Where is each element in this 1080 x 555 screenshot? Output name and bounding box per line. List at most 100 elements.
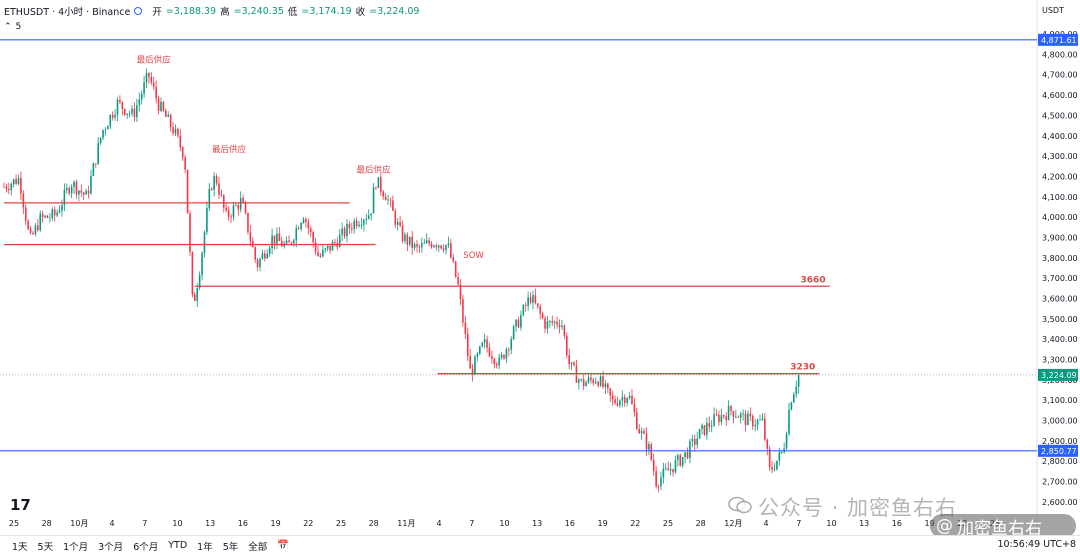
candle-body <box>12 179 15 185</box>
y-tick-label[interactable]: 4,500.00 <box>1042 111 1078 120</box>
candle-body <box>317 252 319 257</box>
candle-body <box>165 110 167 117</box>
wechat-icon <box>728 495 752 520</box>
candle-body <box>534 295 537 304</box>
candle-body <box>196 288 199 302</box>
y-tick-label[interactable]: 3,500.00 <box>1042 315 1078 324</box>
chart-header: ETHUSDT · 4小时 · Binance 开 =3,188.39 高 =3… <box>0 0 1040 22</box>
candle-body <box>126 113 128 115</box>
candle-body <box>495 363 498 366</box>
y-tick-label[interactable]: 4,300.00 <box>1042 152 1078 161</box>
y-tick-label[interactable]: 4,700.00 <box>1042 71 1078 80</box>
y-tick-label[interactable]: 4,000.00 <box>1042 213 1078 222</box>
y-tick-label[interactable]: 3,900.00 <box>1042 233 1078 242</box>
axis-currency[interactable]: USDT <box>1042 6 1064 15</box>
candle-body <box>273 235 276 244</box>
timeframe-1d[interactable]: 1天 <box>12 541 28 553</box>
candle-body <box>138 99 141 106</box>
candle-body <box>636 412 638 430</box>
x-tick-label: 22 <box>303 519 313 528</box>
candle-body <box>194 294 196 302</box>
candle-body <box>375 187 377 189</box>
candle-body <box>377 177 380 188</box>
high-label: 高 <box>220 7 230 18</box>
candle-body <box>691 438 694 442</box>
y-tick-label[interactable]: 3,800.00 <box>1042 254 1078 263</box>
y-tick-label[interactable]: 2,900.00 <box>1042 437 1078 446</box>
candle-body <box>143 82 145 94</box>
candle-body <box>56 212 58 216</box>
y-tick-label[interactable]: 2,600.00 <box>1042 498 1078 507</box>
tradingview-logo: 17 <box>10 496 31 514</box>
candle-body <box>715 414 718 416</box>
x-tick-label: 16 <box>565 519 575 528</box>
candle-body <box>457 276 459 285</box>
high-value: =3,240.35 <box>233 5 284 17</box>
y-tick-label[interactable]: 3,100.00 <box>1042 396 1078 405</box>
timeframe-3m[interactable]: 3个月 <box>98 541 124 553</box>
candle-body <box>157 98 160 111</box>
watermark-badge: @ 加密鱼右右 <box>930 514 1076 539</box>
timeframe-1m[interactable]: 1个月 <box>63 541 89 553</box>
timeframe-5d[interactable]: 5天 <box>37 541 54 553</box>
candle-body <box>382 191 385 197</box>
candle-body <box>249 232 252 241</box>
candle-body <box>346 223 348 237</box>
candle-body <box>268 248 271 254</box>
y-tick-label[interactable]: 2,800.00 <box>1042 457 1078 466</box>
y-tick-label[interactable]: 3,600.00 <box>1042 294 1078 303</box>
y-tick-label[interactable]: 3,300.00 <box>1042 355 1078 364</box>
candle-body <box>797 374 800 387</box>
candle-body <box>561 325 563 327</box>
candle-body <box>536 303 539 307</box>
candle-body <box>90 176 92 194</box>
candle-body <box>341 228 343 235</box>
candle-body <box>3 186 5 188</box>
candle-body <box>34 225 37 234</box>
y-tick-label[interactable]: 4,600.00 <box>1042 91 1078 100</box>
y-tick-label[interactable]: 3,400.00 <box>1042 335 1078 344</box>
candle-body <box>20 178 22 194</box>
candle-body <box>421 243 423 248</box>
candle-body <box>32 232 34 234</box>
candle-body <box>628 395 631 399</box>
y-tick-label[interactable]: 3,000.00 <box>1042 416 1078 425</box>
candle-body <box>529 297 532 303</box>
candle-body <box>179 135 182 148</box>
y-tick-label[interactable]: 4,100.00 <box>1042 193 1078 202</box>
candle-body <box>730 406 732 412</box>
candle-body <box>469 355 471 369</box>
x-tick-label: 25 <box>663 519 673 528</box>
y-tick-label[interactable]: 4,200.00 <box>1042 172 1078 181</box>
calendar-range-icon[interactable]: 📅 <box>277 540 290 551</box>
y-tick-label[interactable]: 3,700.00 <box>1042 274 1078 283</box>
x-tick-label: 28 <box>369 519 379 528</box>
candle-body <box>681 457 684 466</box>
y-tick-label[interactable]: 2,700.00 <box>1042 477 1078 486</box>
y-tick-label[interactable]: 4,800.00 <box>1042 50 1078 59</box>
candle-body <box>27 221 29 230</box>
utc-clock[interactable]: 10:56:49 UTC+8 <box>997 539 1076 550</box>
candle-body <box>454 261 457 277</box>
plot-area[interactable] <box>4 30 1036 512</box>
x-tick-label: 19 <box>271 519 281 528</box>
candle-body <box>771 466 773 470</box>
x-tick-label: 4 <box>764 519 769 528</box>
timeframe-5y[interactable]: 5年 <box>222 541 239 553</box>
timeframe-ytd[interactable]: YTD <box>168 540 188 551</box>
candle-body <box>638 429 641 434</box>
symbol-title[interactable]: ETHUSDT · 4小时 · Binance <box>4 7 131 18</box>
timeframe-1y[interactable]: 1年 <box>197 541 213 553</box>
timeframe-6m[interactable]: 6个月 <box>133 541 159 553</box>
candle-body <box>177 128 179 136</box>
candle-body <box>549 321 551 322</box>
timeframe-all[interactable]: 全部 <box>248 541 268 553</box>
y-tick-label[interactable]: 4,400.00 <box>1042 132 1078 141</box>
indicator-toggle[interactable]: ⌃ 5 <box>4 22 21 32</box>
open-value: =3,188.39 <box>165 5 217 17</box>
candle-body <box>99 137 102 144</box>
candle-body <box>225 207 228 211</box>
candle-body <box>481 342 484 347</box>
candle-body <box>280 241 283 247</box>
